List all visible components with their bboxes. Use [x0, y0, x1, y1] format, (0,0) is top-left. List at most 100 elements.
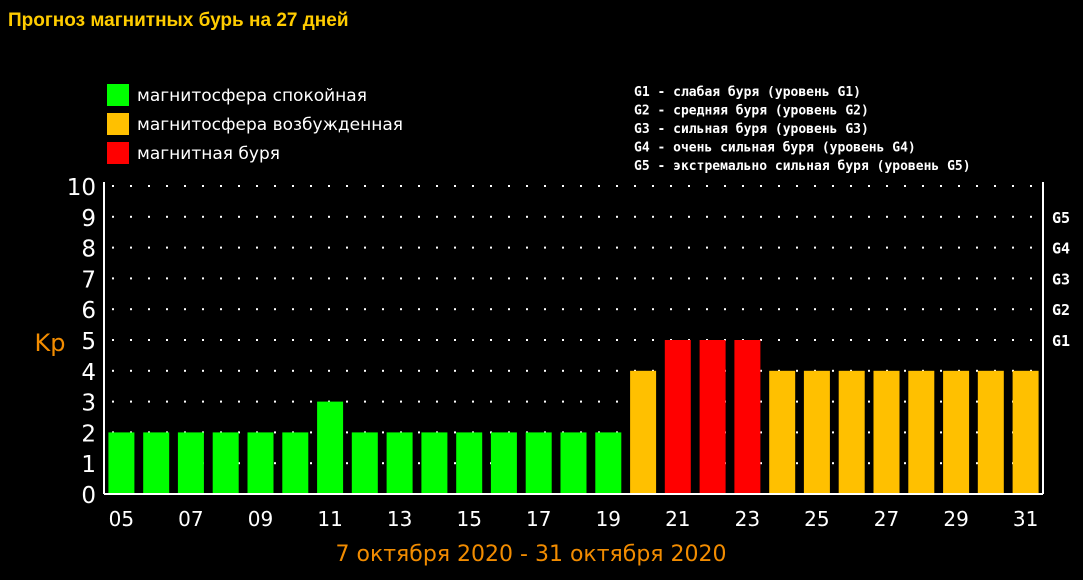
grid-dot	[490, 308, 492, 311]
grid-dot	[634, 308, 636, 311]
grid-dot	[562, 339, 564, 341]
storm-level-item: G2 - средняя буря (уровень G2)	[634, 104, 869, 119]
x-tick-label: 07	[178, 507, 203, 531]
grid-dot	[994, 215, 996, 218]
grid-dot	[490, 215, 492, 218]
grid-dot	[526, 277, 528, 280]
grid-dot	[400, 185, 402, 187]
grid-dot	[598, 185, 600, 187]
grid-dot	[832, 369, 834, 372]
grid-dot	[526, 339, 528, 341]
grid-dot	[598, 369, 600, 372]
grid-dot	[886, 339, 888, 341]
storm-level-item: G4 - очень сильная буря (уровень G4)	[634, 141, 916, 156]
grid-dot	[634, 246, 636, 249]
grid-dot	[436, 400, 438, 403]
grid-dot	[202, 308, 204, 311]
grid-dot	[310, 215, 312, 218]
grid-dot	[706, 308, 708, 311]
grid-dot	[796, 462, 798, 465]
grid-dot	[112, 308, 114, 311]
bar-15	[456, 432, 483, 494]
x-tick-label: 31	[1013, 507, 1038, 531]
grid-dot	[292, 185, 294, 187]
grid-dot	[328, 308, 330, 311]
grid-dot	[130, 277, 132, 280]
grid-dot	[148, 215, 150, 218]
grid-dot	[166, 308, 168, 311]
y-tick-label: 10	[67, 175, 96, 201]
grid-dot	[994, 185, 996, 187]
grid-dot	[796, 185, 798, 187]
grid-dot	[652, 246, 654, 249]
grid-dot	[274, 246, 276, 249]
grid-dot	[1030, 277, 1032, 280]
grid-dot	[616, 246, 618, 249]
grid-dot	[472, 215, 474, 218]
y-tick-label: 2	[81, 421, 96, 447]
grid-dot	[688, 185, 690, 187]
bar-07	[177, 432, 204, 494]
grid-dot	[796, 431, 798, 434]
grid-dot	[418, 431, 420, 434]
grid-dot	[256, 277, 258, 280]
grid-dot	[382, 431, 384, 434]
grid-dot	[814, 308, 816, 311]
grid-dot	[868, 185, 870, 187]
grid-dot	[868, 462, 870, 465]
grid-dot	[760, 400, 762, 403]
bar-29	[943, 370, 970, 494]
grid-dot	[436, 369, 438, 372]
grid-dot	[184, 400, 186, 403]
grid-dot	[454, 215, 456, 218]
grid-dot	[688, 246, 690, 249]
bar-10	[282, 432, 309, 494]
legend: магнитосфера спокойная магнитосфера возбу…	[107, 84, 403, 164]
x-tick-label: 21	[665, 507, 690, 531]
grid-dot	[904, 277, 906, 280]
grid-dot	[562, 185, 564, 187]
grid-dot	[310, 462, 312, 465]
grid-dot	[274, 339, 276, 341]
grid-dot	[256, 339, 258, 341]
grid-dot	[814, 339, 816, 341]
grid-dot	[490, 185, 492, 187]
grid-dot	[112, 215, 114, 218]
grid-dot	[346, 400, 348, 403]
grid-dot	[328, 246, 330, 249]
grid-dot	[868, 215, 870, 218]
grid-dot	[958, 308, 960, 311]
grid-dot	[382, 246, 384, 249]
grid-dot	[562, 369, 564, 372]
grid-dot	[346, 215, 348, 218]
grid-dot	[976, 431, 978, 434]
grid-dot	[904, 185, 906, 187]
grid-dot	[508, 246, 510, 249]
grid-dot	[652, 215, 654, 218]
grid-dot	[526, 369, 528, 372]
grid-dot	[868, 369, 870, 372]
grid-dot	[382, 369, 384, 372]
bar-22	[699, 340, 726, 494]
grid-dot	[400, 339, 402, 341]
bar-27	[873, 370, 900, 494]
bar-20	[630, 370, 657, 494]
bar-17	[525, 432, 552, 494]
grid-dot	[364, 277, 366, 280]
grid-dot	[814, 215, 816, 218]
bar-30	[977, 370, 1004, 494]
grid-dot	[598, 215, 600, 218]
grid-dot	[688, 277, 690, 280]
grid-dot	[652, 339, 654, 341]
grid-dot	[130, 339, 132, 341]
grid-dot	[832, 277, 834, 280]
grid-dot	[238, 462, 240, 465]
grid-dot	[958, 277, 960, 280]
grid-dot	[364, 185, 366, 187]
grid-dot	[112, 369, 114, 372]
grid-dot	[238, 277, 240, 280]
grid-dot	[166, 277, 168, 280]
grid-dot	[724, 246, 726, 249]
grid-dot	[1012, 308, 1014, 311]
grid-dot	[364, 339, 366, 341]
